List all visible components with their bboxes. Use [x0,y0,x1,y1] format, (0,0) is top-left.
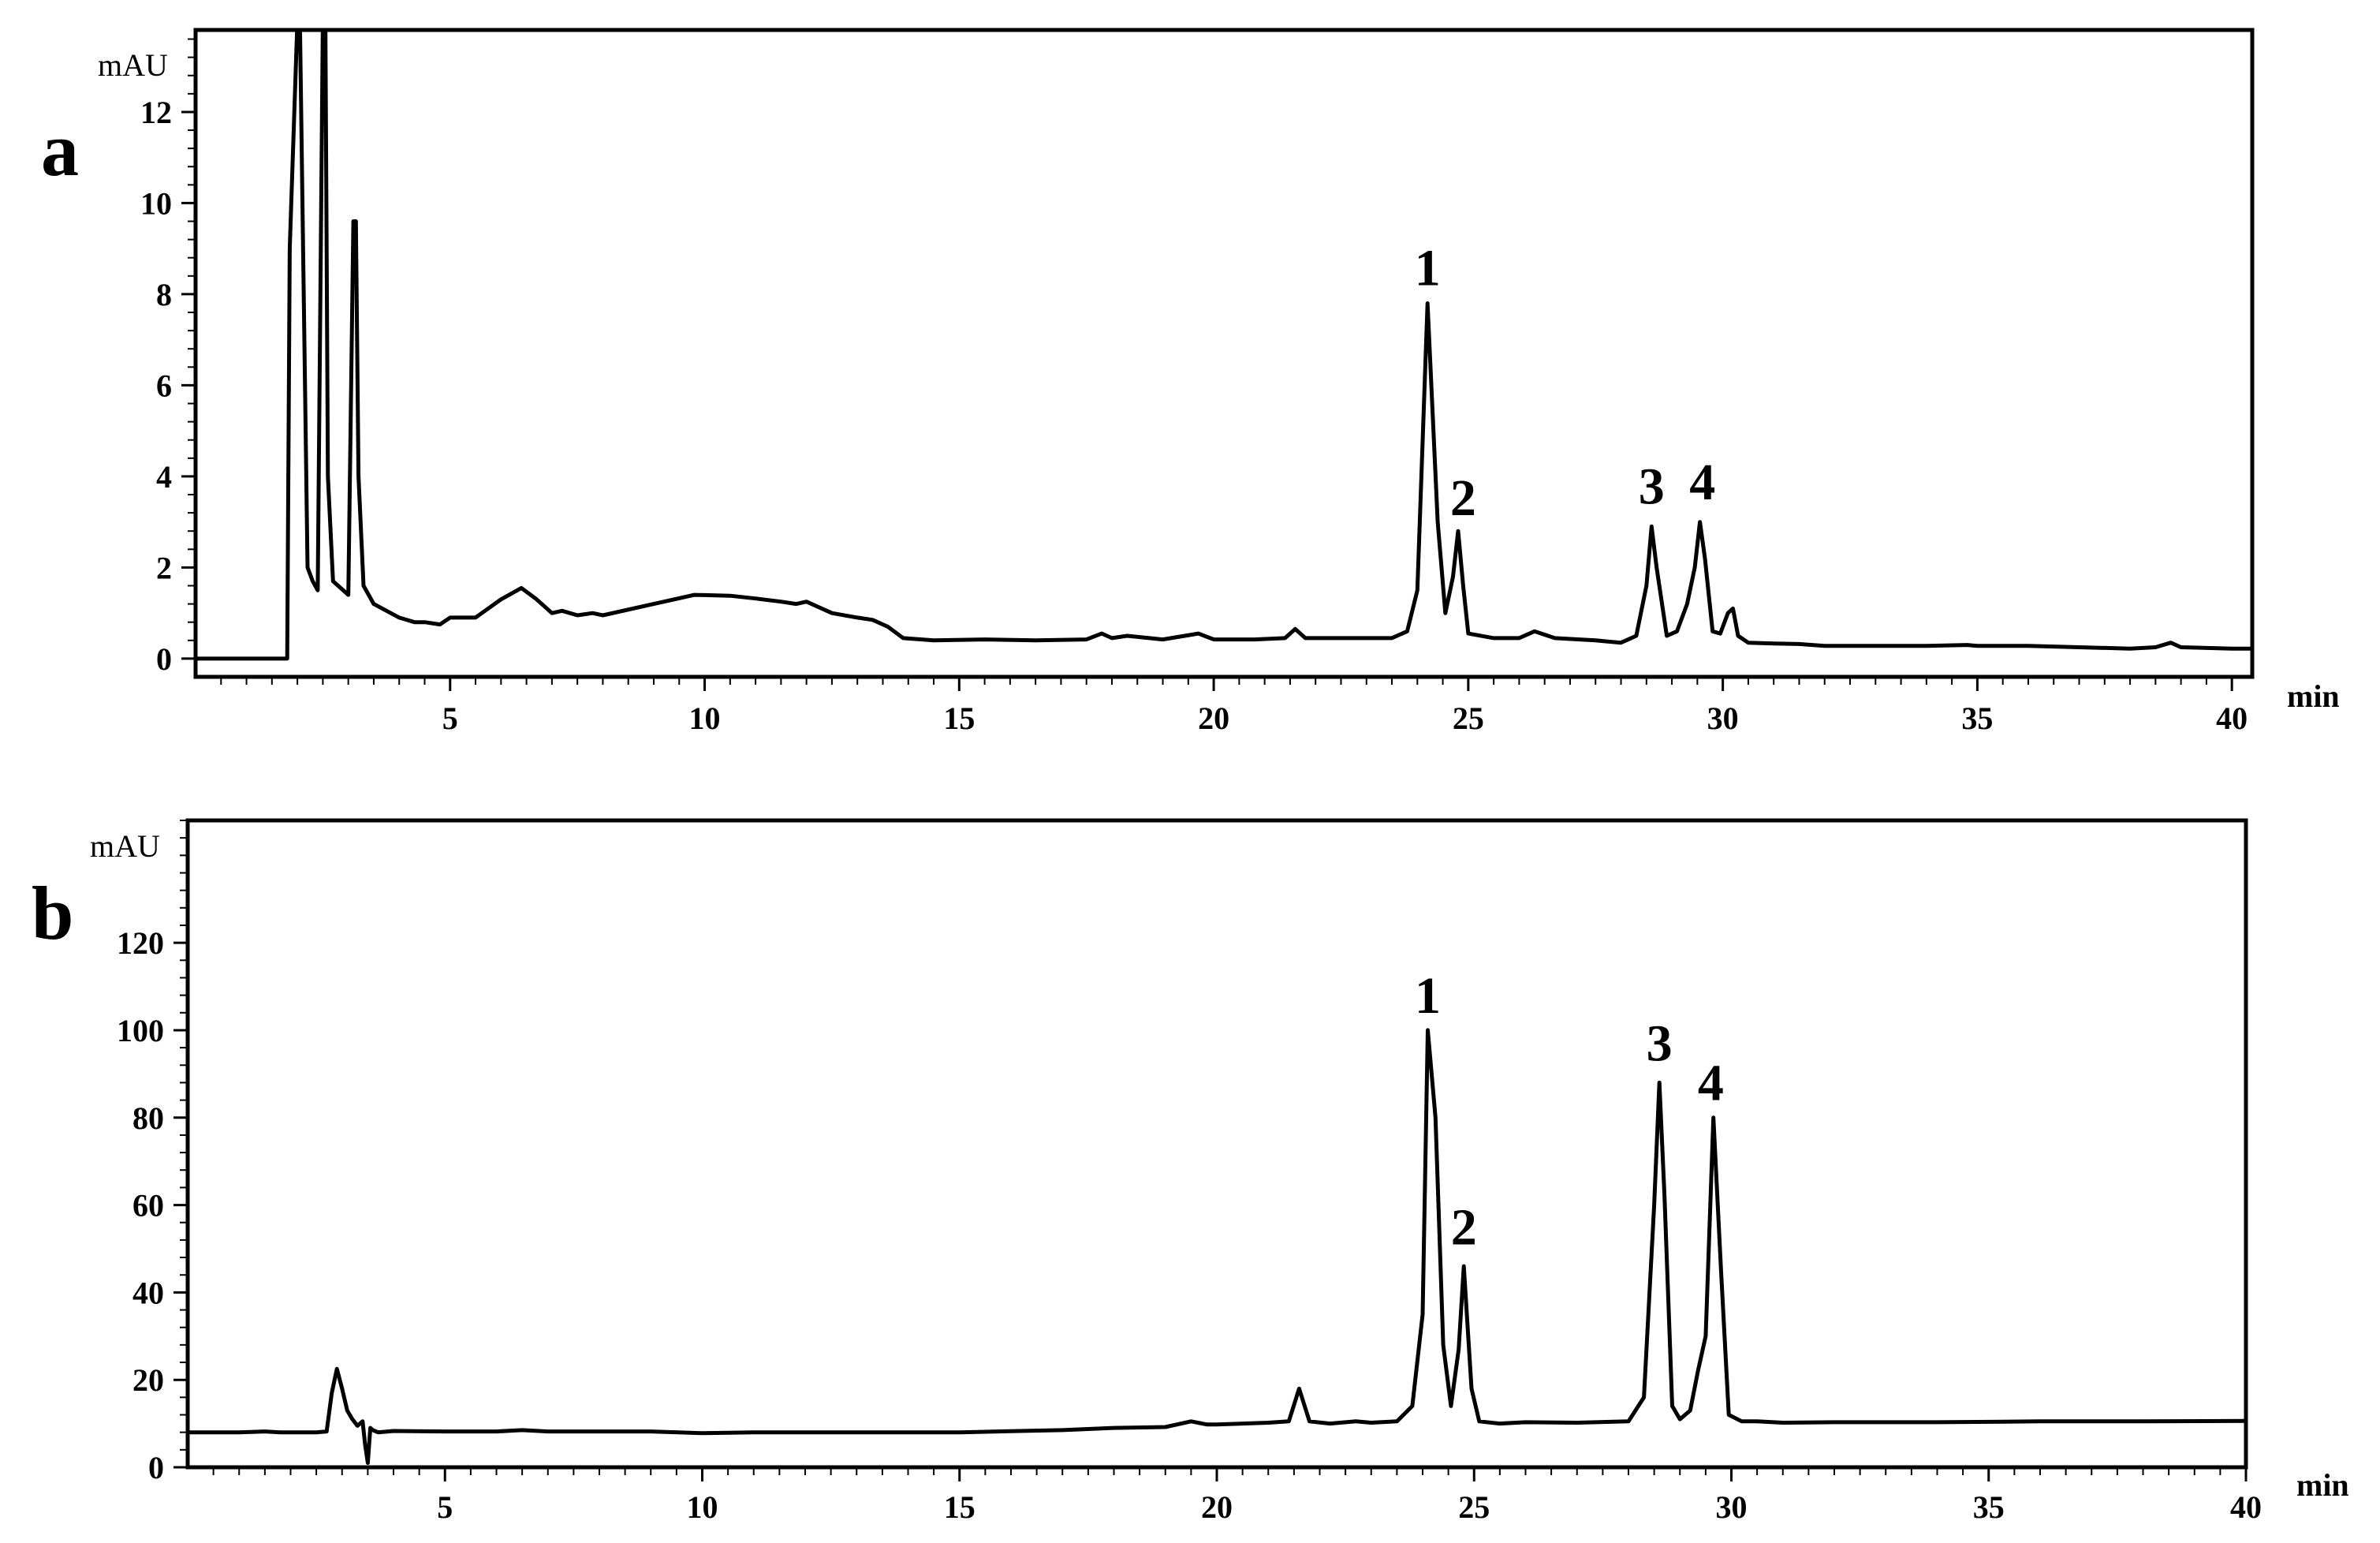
panel-a-plot-frame [193,28,2255,679]
panel-a-x-tick-label: 25 [1453,701,1484,736]
panel-b-x-unit-label: min [2296,1467,2349,1503]
panel-b-panel-label: b [32,871,73,955]
panel-b-x-tick-label: 5 [437,1489,453,1525]
panel-b-trace-line [188,1028,2246,1465]
panel-a-y-unit-label: mAU [98,47,168,83]
panel-b-y-tick-label: 40 [132,1275,164,1310]
panel-a-y-tick-label: 6 [156,368,172,403]
panel-b-y-tick-label: 120 [117,925,164,961]
panel-a-y-tick-label: 10 [140,185,172,221]
panel-a-y-tick-label: 12 [140,95,172,130]
panel-a-y-tick-label: 2 [156,550,172,585]
panel-b-x-tick-label: 15 [944,1489,976,1525]
panel-a-trace-line [196,30,2252,661]
panel-a-peak-label-3: 3 [1639,458,1665,516]
panel-a-x-tick-label: 15 [943,701,975,736]
panel-b-y-tick-label: 0 [148,1450,164,1485]
panel-a-peak-label-1: 1 [1415,239,1441,297]
panel-b-peak-label-2: 2 [1451,1198,1477,1256]
panel-a-x-unit-label: min [2287,678,2340,714]
panel-b-x-tick-label: 20 [1201,1489,1233,1525]
panel-b-x-tick-label: 25 [1458,1489,1490,1525]
panel-a-y-minor-ticks [188,38,196,659]
panel-b-y-tick-label: 80 [132,1100,164,1136]
panel-a-y-tick-label: 0 [156,641,172,677]
panel-b-peak-label-1: 1 [1415,967,1441,1025]
panel-a-y-tick-label: 8 [156,277,172,312]
panel-a-peak-label-2: 2 [1450,469,1476,527]
panel-b-x-minor-ticks [212,1467,2221,1475]
panel-b-peak-label-3: 3 [1647,1015,1673,1073]
panel-a-panel-label: a [41,107,79,192]
panel-a-peak-label-4: 4 [1689,454,1715,511]
panel-a-x-tick-label: 35 [1961,701,1993,736]
panel-a-x-tick-label: 30 [1707,701,1739,736]
panel-b-chart: 5 10 15 20 25 30 35 40 0 20 40 60 80 100 120 mAU min b 1 2 3… [32,818,2349,1525]
panel-b-x-tick-label: 30 [1716,1489,1748,1525]
panel-b-x-tick-label: 10 [687,1489,718,1525]
panel-b-y-tick-label: 60 [132,1188,164,1224]
panel-b-x-tick-label: 35 [1973,1489,2005,1525]
panel-a-x-tick-label: 10 [689,701,721,736]
panel-b-y-unit-label: mAU [90,828,160,864]
panel-b-y-tick-label: 20 [132,1362,164,1398]
panel-b-plot-frame [185,818,2248,1470]
panel-a-x-tick-label: 40 [2216,701,2248,736]
panel-a-x-tick-label: 5 [442,701,458,736]
panel-a-x-tick-label: 20 [1198,701,1229,736]
panel-b-peak-label-4: 4 [1698,1055,1724,1112]
panel-b-y-tick-label: 100 [117,1013,164,1048]
panel-a-x-minor-ticks [220,677,2233,685]
panel-a-y-tick-label: 4 [156,459,172,495]
panel-b-x-tick-label: 40 [2230,1489,2262,1525]
